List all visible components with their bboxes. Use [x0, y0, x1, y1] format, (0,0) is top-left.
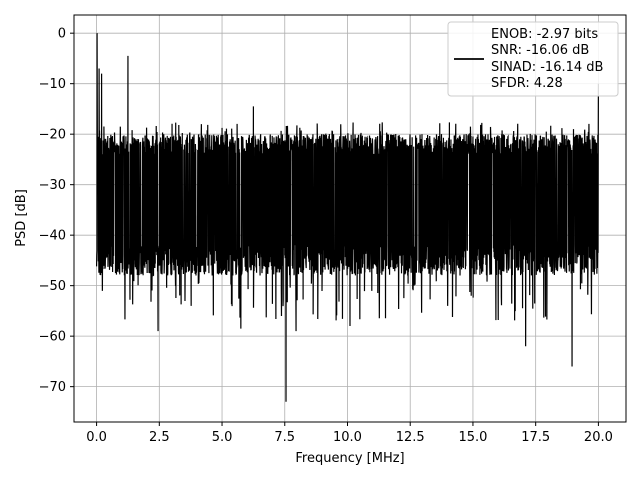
y-axis-label: PSD [dB]: [14, 189, 29, 247]
y-axis: 0 −10 −20 −30 −40 −50 −60 −70: [39, 27, 74, 395]
x-tick-label: 15.0: [458, 430, 487, 445]
y-tick-label: −70: [39, 380, 66, 395]
x-tick-label: 0.0: [86, 430, 107, 445]
y-tick-label: −60: [39, 330, 66, 345]
y-tick-label: −50: [39, 279, 66, 294]
legend: ENOB: -2.97 bits SNR: -16.06 dB SINAD: -…: [447, 21, 619, 97]
legend-sfdr: SFDR: 4.28: [491, 76, 563, 91]
x-tick-label: 10.0: [333, 430, 362, 445]
x-tick-label: 20.0: [584, 430, 613, 445]
y-tick-label: −40: [39, 229, 66, 244]
legend-enob: ENOB: -2.97 bits: [491, 27, 598, 42]
psd-series-line: [95, 33, 599, 402]
y-tick-label: −10: [39, 77, 66, 92]
legend-sinad: SINAD: -16.14 dB: [491, 60, 603, 75]
x-tick-label: 2.5: [149, 430, 170, 445]
y-tick-label: −20: [39, 128, 66, 143]
legend-snr: SNR: -16.06 dB: [491, 43, 589, 58]
series-group: [95, 33, 599, 402]
x-axis: 0.0 2.5 5.0 7.5 10.0 12.5 15.0 17.5 20.0: [86, 422, 613, 445]
x-tick-label: 7.5: [274, 430, 295, 445]
legend-box: [447, 21, 619, 97]
x-tick-label: 17.5: [521, 430, 550, 445]
x-tick-label: 12.5: [396, 430, 425, 445]
y-tick-label: −30: [39, 178, 66, 193]
x-tick-label: 5.0: [212, 430, 233, 445]
y-tick-label: 0: [58, 27, 66, 42]
plot-frame: [73, 14, 627, 423]
x-axis-label: Frequency [MHz]: [295, 451, 404, 466]
